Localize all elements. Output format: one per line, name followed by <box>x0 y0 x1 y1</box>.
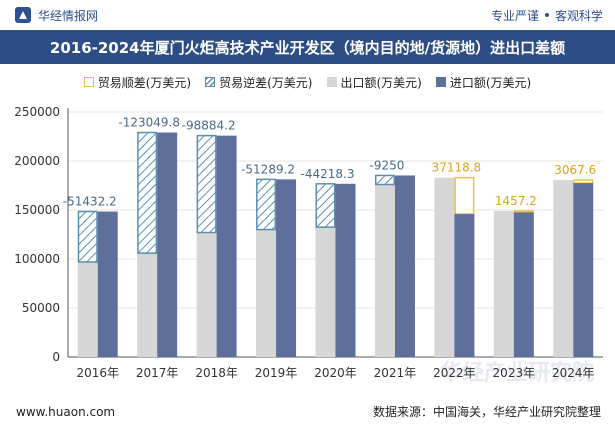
import-bar <box>335 183 356 357</box>
deficit-segment <box>374 174 395 186</box>
deficit-segment <box>77 210 98 263</box>
surplus-segment <box>513 210 534 214</box>
x-tick-label: 2016年 <box>76 366 119 380</box>
footer: www.huaon.com 数据来源：中国海关，华经产业研究院整理 <box>0 396 615 427</box>
deficit-segment <box>315 183 336 228</box>
legend-item-export: 出口额(万美元) <box>326 72 422 92</box>
chart-title: 2016-2024年厦门火炬高技术产业开发区（境内目的地/货源地）进出口差额 <box>0 30 615 64</box>
deficit-segment <box>137 131 158 254</box>
x-tick-label: 2022年 <box>433 366 476 380</box>
export-bar <box>315 227 336 357</box>
legend-label-import: 进口额(万美元) <box>449 75 532 90</box>
top-bar: 华经情报网 专业严谨 客观科学 <box>0 0 615 30</box>
import-bar <box>216 135 237 357</box>
export-bar <box>196 232 217 357</box>
surplus-segment <box>573 179 594 184</box>
y-tick-label: 50000 <box>22 301 60 315</box>
import-bar <box>276 179 297 357</box>
surplus-swatch-icon <box>83 77 94 87</box>
import-bar <box>513 212 534 357</box>
export-bar <box>137 253 158 357</box>
balance-data-label: 37118.8 <box>432 161 482 175</box>
balance-data-label: -9250 <box>370 158 405 172</box>
y-tick-label: 100000 <box>14 252 60 266</box>
chart-legend: 贸易顺差(万美元) 贸易逆差(万美元) 出口额(万美元) 进口额(万美元) <box>0 72 615 92</box>
watermark-text: 华经产业研究院 <box>440 360 594 386</box>
import-bar <box>394 175 415 357</box>
slogan-right: 客观科学 <box>554 8 603 23</box>
export-swatch-icon <box>326 77 337 87</box>
export-bar <box>553 180 574 357</box>
import-bar <box>573 183 594 357</box>
legend-label-deficit: 贸易逆差(万美元) <box>219 75 313 90</box>
x-tick-label: 2023年 <box>493 366 536 380</box>
deficit-segment <box>256 178 277 231</box>
slogan-left: 专业严谨 <box>490 8 539 23</box>
legend-item-import: 进口额(万美元) <box>435 72 532 92</box>
labels-layer: 0 50000 100000 150000 200000 250000 -51432.2 20… <box>14 105 596 380</box>
balance-data-label: -44218.3 <box>301 167 355 181</box>
y-tick-label: 250000 <box>14 105 60 119</box>
import-bar <box>97 211 118 357</box>
x-tick-label: 2021年 <box>374 366 417 380</box>
balance-data-label: 3067.6 <box>554 163 596 177</box>
legend-item-surplus: 贸易顺差(万美元) <box>83 72 192 92</box>
y-tick-label: 150000 <box>14 203 60 217</box>
x-tick-label: 2024年 <box>552 366 595 380</box>
legend-item-deficit: 贸易逆差(万美元) <box>205 72 313 92</box>
balance-data-label: 1457.2 <box>495 194 537 208</box>
x-tick-label: 2017年 <box>136 366 179 380</box>
balance-data-label: -51289.2 <box>241 162 295 176</box>
slogan: 专业严谨 客观科学 <box>491 7 603 24</box>
footer-source: 数据来源：中国海关，华经产业研究院整理 <box>372 405 601 419</box>
y-tick-label: 200000 <box>14 154 60 168</box>
export-bar <box>434 177 455 357</box>
huajing-logo-icon <box>15 7 31 23</box>
bars-layer <box>77 131 594 357</box>
surplus-segment <box>454 176 475 215</box>
import-bar <box>157 132 178 357</box>
export-bar <box>256 229 277 357</box>
brand-name: 华经情报网 <box>38 8 99 23</box>
export-bar <box>77 261 98 357</box>
y-tick-label: 0 <box>52 350 60 364</box>
balance-data-label: -51432.2 <box>63 195 117 209</box>
import-swatch-icon <box>435 77 446 87</box>
x-tick-label: 2018年 <box>195 366 238 380</box>
import-bar <box>454 214 475 357</box>
deficit-swatch-icon <box>205 77 216 87</box>
chart-plot: 华经产业研究院 0 50000 100000 150000 200000 250000 -5… <box>14 105 603 386</box>
x-tick-label: 2020年 <box>314 366 357 380</box>
export-bar <box>493 210 514 357</box>
legend-label-surplus: 贸易顺差(万美元) <box>97 75 192 90</box>
export-bar <box>374 184 395 357</box>
slogan-dot-icon <box>544 13 549 17</box>
balance-data-label: -123049.8 <box>118 116 180 130</box>
deficit-segment <box>196 134 217 234</box>
brand: 华经情报网 <box>14 6 98 24</box>
legend-label-export: 出口额(万美元) <box>340 75 422 90</box>
x-tick-label: 2019年 <box>255 366 298 380</box>
balance-data-label: -98884.2 <box>182 119 236 133</box>
footer-url: www.huaon.com <box>16 404 116 419</box>
